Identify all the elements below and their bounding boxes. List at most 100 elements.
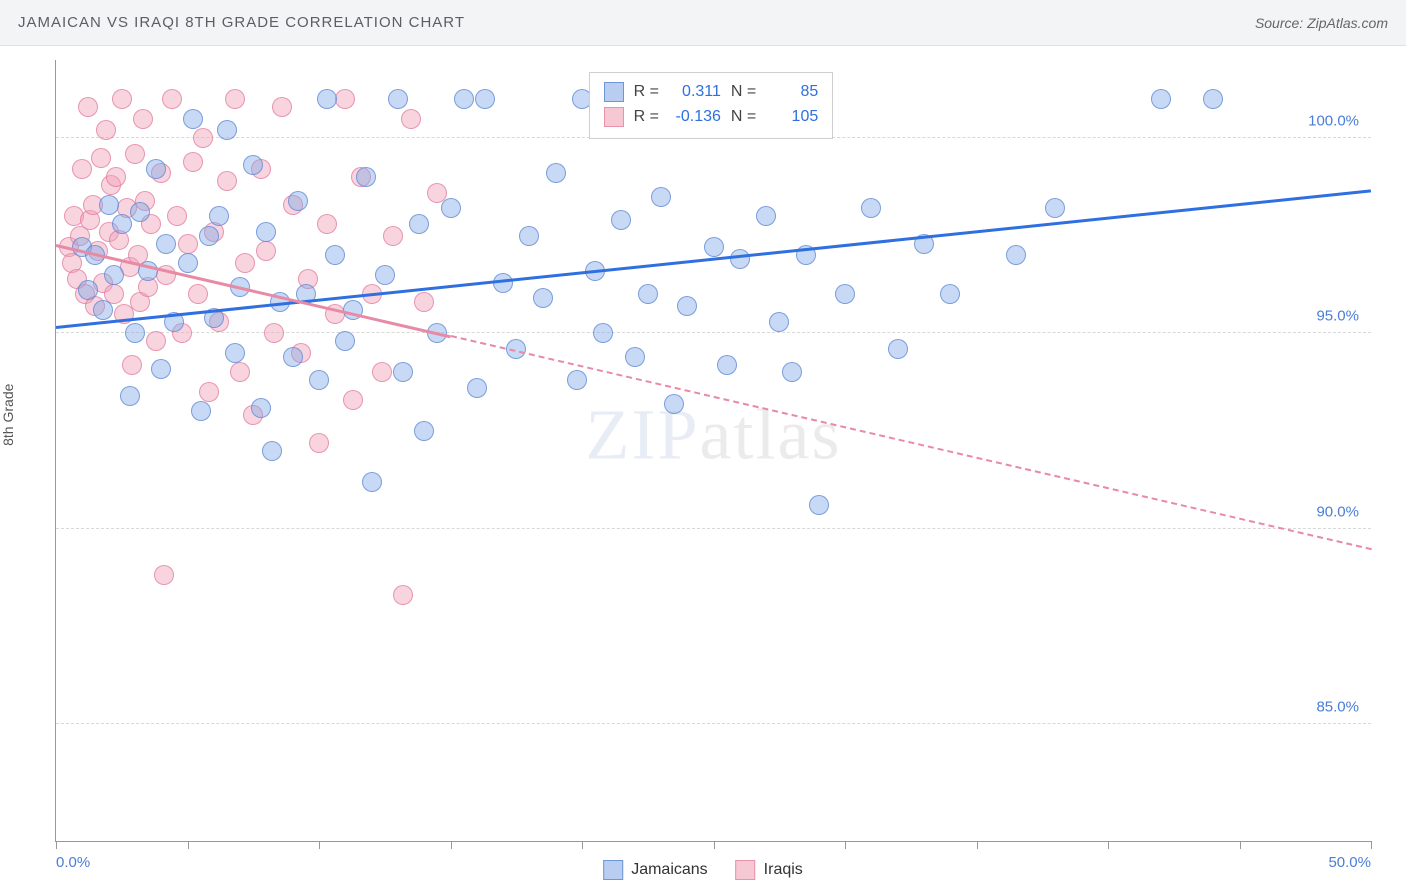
x-tick-label: 50.0%: [1328, 854, 1371, 871]
y-axis-label: 8th Grade: [0, 384, 16, 446]
jamaicans-point: [638, 284, 658, 304]
jamaicans-point: [861, 198, 881, 218]
r-label: R =: [634, 104, 659, 130]
jamaicans-point: [704, 237, 724, 257]
jamaicans-point: [393, 362, 413, 382]
legend: Jamaicans Iraqis: [603, 860, 803, 880]
jamaicans-point: [243, 155, 263, 175]
jamaicans-point: [130, 202, 150, 222]
jamaicans-point: [146, 159, 166, 179]
jamaicans-point: [769, 312, 789, 332]
jamaicans-point: [356, 167, 376, 187]
gridline: [56, 332, 1371, 333]
jamaicans-point: [1006, 245, 1026, 265]
jamaicans-point: [288, 191, 308, 211]
iraqis-point: [414, 292, 434, 312]
jamaicans-point: [677, 296, 697, 316]
legend-label: Iraqis: [764, 861, 803, 879]
jamaicans-point: [178, 253, 198, 273]
iraqis-point: [154, 565, 174, 585]
series-swatch: [604, 82, 624, 102]
jamaicans-point: [283, 347, 303, 367]
watermark: ZIPatlas: [586, 393, 842, 476]
iraqis-point: [188, 284, 208, 304]
iraqis-trendline-extrapolated: [450, 335, 1371, 550]
iraqis-point: [383, 226, 403, 246]
n-value: 85: [766, 79, 818, 105]
iraqis-point: [256, 241, 276, 261]
chart-title: JAMAICAN VS IRAQI 8TH GRADE CORRELATION …: [18, 14, 465, 31]
jamaicans-point: [782, 362, 802, 382]
x-tick: [451, 841, 452, 849]
legend-swatch: [736, 860, 756, 880]
jamaicans-point: [209, 206, 229, 226]
y-tick-label: 85.0%: [1316, 698, 1359, 715]
jamaicans-point: [409, 214, 429, 234]
x-tick: [977, 841, 978, 849]
jamaicans-point: [375, 265, 395, 285]
jamaicans-point: [317, 89, 337, 109]
legend-label: Jamaicans: [631, 861, 707, 879]
iraqis-point: [112, 89, 132, 109]
chart-area: 8th Grade ZIPatlas 85.0%90.0%95.0%100.0%…: [0, 46, 1406, 892]
jamaicans-point: [156, 234, 176, 254]
jamaicans-point: [191, 401, 211, 421]
x-tick: [56, 841, 57, 849]
y-tick-label: 95.0%: [1316, 308, 1359, 325]
iraqis-point: [309, 433, 329, 453]
jamaicans-point: [475, 89, 495, 109]
iraqis-point: [230, 362, 250, 382]
gridline: [56, 528, 1371, 529]
chart-source: Source: ZipAtlas.com: [1255, 15, 1388, 31]
jamaicans-point: [519, 226, 539, 246]
y-tick-label: 90.0%: [1316, 503, 1359, 520]
chart-header: JAMAICAN VS IRAQI 8TH GRADE CORRELATION …: [0, 0, 1406, 46]
stats-row: R =-0.136N =105: [604, 104, 819, 130]
r-value: -0.136: [669, 104, 721, 130]
jamaicans-point: [199, 226, 219, 246]
jamaicans-point: [217, 120, 237, 140]
r-value: 0.311: [669, 79, 721, 105]
iraqis-point: [393, 585, 413, 605]
jamaicans-point: [104, 265, 124, 285]
n-label: N =: [731, 104, 756, 130]
jamaicans-point: [809, 495, 829, 515]
jamaicans-point: [1045, 198, 1065, 218]
iraqis-point: [167, 206, 187, 226]
iraqis-point: [162, 89, 182, 109]
legend-item: Iraqis: [736, 860, 803, 880]
iraqis-point: [199, 382, 219, 402]
x-tick: [845, 841, 846, 849]
n-label: N =: [731, 79, 756, 105]
jamaicans-point: [362, 472, 382, 492]
iraqis-point: [264, 323, 284, 343]
jamaicans-point: [388, 89, 408, 109]
jamaicans-point: [756, 206, 776, 226]
jamaicans-point: [183, 109, 203, 129]
jamaicans-point: [125, 323, 145, 343]
iraqis-point: [343, 390, 363, 410]
iraqis-point: [335, 89, 355, 109]
iraqis-point: [217, 171, 237, 191]
jamaicans-point: [120, 386, 140, 406]
legend-swatch: [603, 860, 623, 880]
jamaicans-point: [454, 89, 474, 109]
jamaicans-point: [1151, 89, 1171, 109]
iraqis-point: [125, 144, 145, 164]
x-tick: [319, 841, 320, 849]
iraqis-point: [225, 89, 245, 109]
iraqis-point: [96, 120, 116, 140]
iraqis-point: [235, 253, 255, 273]
jamaicans-point: [335, 331, 355, 351]
iraqis-point: [317, 214, 337, 234]
jamaicans-point: [151, 359, 171, 379]
stats-box: R =0.311N =85R =-0.136N =105: [589, 72, 834, 139]
gridline: [56, 723, 1371, 724]
jamaicans-point: [664, 394, 684, 414]
jamaicans-point: [835, 284, 855, 304]
jamaicans-point: [325, 245, 345, 265]
jamaicans-point: [651, 187, 671, 207]
iraqis-point: [106, 167, 126, 187]
jamaicans-point: [225, 343, 245, 363]
jamaicans-point: [546, 163, 566, 183]
